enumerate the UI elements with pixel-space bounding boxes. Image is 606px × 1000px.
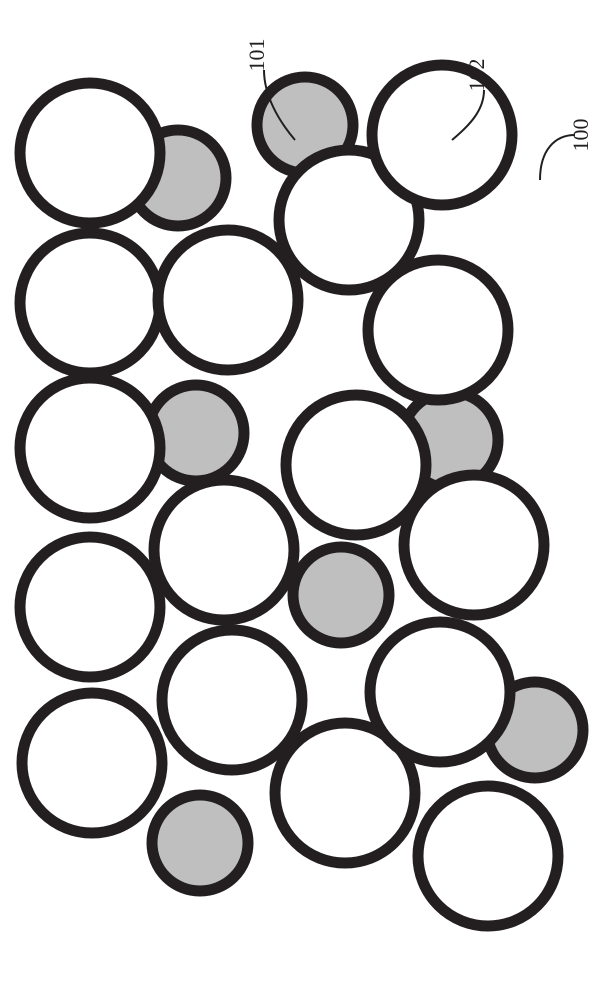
open-particle <box>404 475 544 615</box>
reference-label: 101 <box>244 39 269 72</box>
open-particle <box>20 233 160 373</box>
reference-label: 102 <box>464 59 489 92</box>
filled-particle <box>152 795 248 891</box>
open-particle <box>158 230 298 370</box>
open-particle <box>368 260 508 400</box>
open-particle <box>20 378 160 518</box>
open-particle <box>20 83 160 223</box>
open-particle <box>370 622 510 762</box>
particle-diagram: 100 101 102 <box>0 0 606 1000</box>
reference-label: 100 <box>568 119 593 152</box>
open-particle <box>20 537 160 677</box>
open-particle <box>372 65 512 205</box>
open-particle <box>154 480 294 620</box>
open-particle <box>418 786 558 926</box>
open-particle <box>162 630 302 770</box>
open-particle <box>286 395 426 535</box>
filled-particle <box>293 547 389 643</box>
open-particle <box>22 693 162 833</box>
